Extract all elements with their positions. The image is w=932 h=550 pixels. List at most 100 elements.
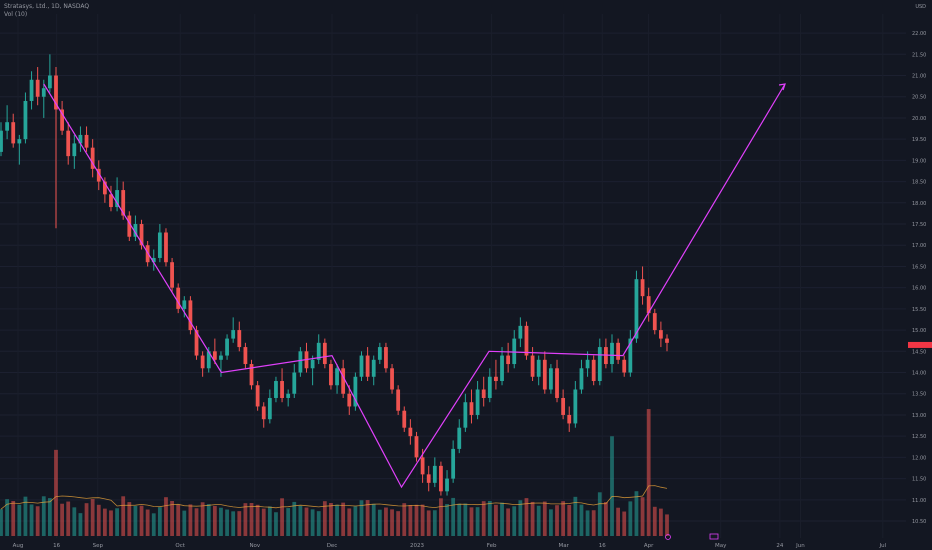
symbol-title[interactable]: Stratasys, Ltd., 1D, NASDAQ	[4, 3, 90, 10]
time-tick-label: 16	[599, 543, 606, 549]
volume-bar	[280, 498, 284, 536]
volume-bar	[316, 511, 321, 536]
price-tick-label: 11.00	[912, 498, 926, 504]
volume-bar	[60, 503, 64, 536]
candle-body	[329, 364, 333, 386]
candle-body	[457, 427, 462, 449]
volume-bar	[35, 506, 40, 536]
volume-bar	[133, 505, 138, 536]
volume-bar	[292, 501, 297, 536]
price-tick-label: 18.00	[912, 201, 926, 207]
volume-bar	[439, 498, 443, 536]
volume-bar	[591, 510, 596, 536]
volume-bar	[249, 502, 254, 536]
candle-body	[78, 134, 83, 144]
volume-bar	[347, 508, 352, 536]
volume-bar	[524, 498, 529, 536]
volume-bar	[604, 502, 608, 536]
volume-bar	[518, 500, 523, 536]
volume-bar	[567, 504, 572, 536]
volume-bar	[121, 496, 126, 536]
volume-bar	[573, 496, 578, 536]
volume-bar	[78, 513, 83, 536]
candle-body	[96, 168, 101, 182]
price-tick-label: 22.00	[912, 31, 926, 37]
candle-body	[194, 330, 199, 356]
volume-bar	[145, 509, 150, 536]
price-axis[interactable]: 10.50 11.00 11.50 12.00 12.50 13.00 13.50 14.00…	[908, 31, 932, 525]
volume-bar	[5, 499, 10, 536]
candle-body	[481, 389, 486, 398]
volume-bar	[597, 492, 602, 536]
candle-body	[29, 79, 34, 101]
candle-body	[139, 224, 144, 246]
candle-body	[402, 410, 407, 428]
candle-body	[176, 287, 181, 309]
price-tick-label: 15.50	[912, 307, 926, 313]
candle-body	[47, 75, 52, 89]
volume-bar	[96, 504, 101, 536]
price-tick-label: 17.00	[912, 243, 926, 249]
candle-body	[475, 389, 480, 415]
volume-bar	[628, 501, 633, 536]
candle-body	[542, 359, 547, 390]
time-tick-label: Feb	[487, 543, 497, 549]
candle-body	[35, 79, 40, 97]
price-tick-label: 12.50	[912, 434, 926, 440]
volume-bar	[304, 507, 309, 536]
candle-body	[390, 368, 394, 390]
volume-bar	[72, 507, 77, 536]
currency-label: USD	[915, 4, 926, 11]
volume-bar	[90, 499, 95, 536]
candle-body	[432, 465, 437, 483]
volume-bar	[561, 501, 566, 536]
trend-drawing[interactable]	[43, 83, 786, 489]
candle-body	[634, 279, 639, 339]
candle-body	[151, 257, 156, 263]
trend-path	[43, 83, 786, 489]
volume-bar	[261, 508, 266, 536]
volume-bar	[652, 506, 657, 536]
time-tick-label: Aug	[13, 543, 24, 549]
candle-body	[157, 232, 162, 258]
volume-bar	[377, 509, 382, 536]
volume-bar	[127, 502, 132, 536]
candle-body	[371, 359, 376, 377]
volume-bar	[176, 504, 181, 536]
candle-body	[335, 368, 339, 386]
time-axis[interactable]: Aug 16 Sep Oct Nov Dec 2023 Feb Mar 16 Apr May 24 Jun…	[13, 533, 887, 549]
candle-body	[622, 359, 627, 373]
volume-bar	[414, 504, 419, 536]
candle-body	[109, 194, 113, 208]
candle-body	[298, 351, 303, 373]
volume-bar	[274, 512, 278, 536]
candle-body	[377, 347, 382, 360]
volume-bar	[396, 511, 401, 536]
volume-bar	[353, 506, 358, 536]
volume-bar	[402, 503, 407, 536]
candle-body	[11, 122, 16, 144]
price-tick-label: 15.00	[912, 328, 926, 334]
volume-bar	[457, 503, 462, 536]
candle-body	[212, 351, 217, 360]
price-tick-label: 13.00	[912, 413, 926, 419]
volume-bar	[384, 507, 388, 536]
volume-bar	[267, 506, 272, 536]
time-tick-label: Dec	[327, 543, 338, 549]
candle-body	[610, 342, 614, 365]
volume-bar	[225, 509, 229, 536]
candle-body	[652, 313, 657, 331]
volume-bar	[109, 510, 113, 536]
volume-bar	[322, 501, 327, 536]
time-tick-label: May	[715, 543, 727, 549]
volume-bar	[371, 503, 376, 536]
volume-indicator-label[interactable]: Vol (10)	[4, 11, 28, 18]
candle-body	[451, 448, 456, 479]
volume-bar	[542, 501, 547, 536]
volume-bar	[157, 507, 162, 536]
price-tick-label: 10.50	[912, 519, 926, 525]
candle-body	[530, 355, 535, 377]
candle-body	[487, 376, 492, 398]
volume-bar	[445, 504, 449, 536]
